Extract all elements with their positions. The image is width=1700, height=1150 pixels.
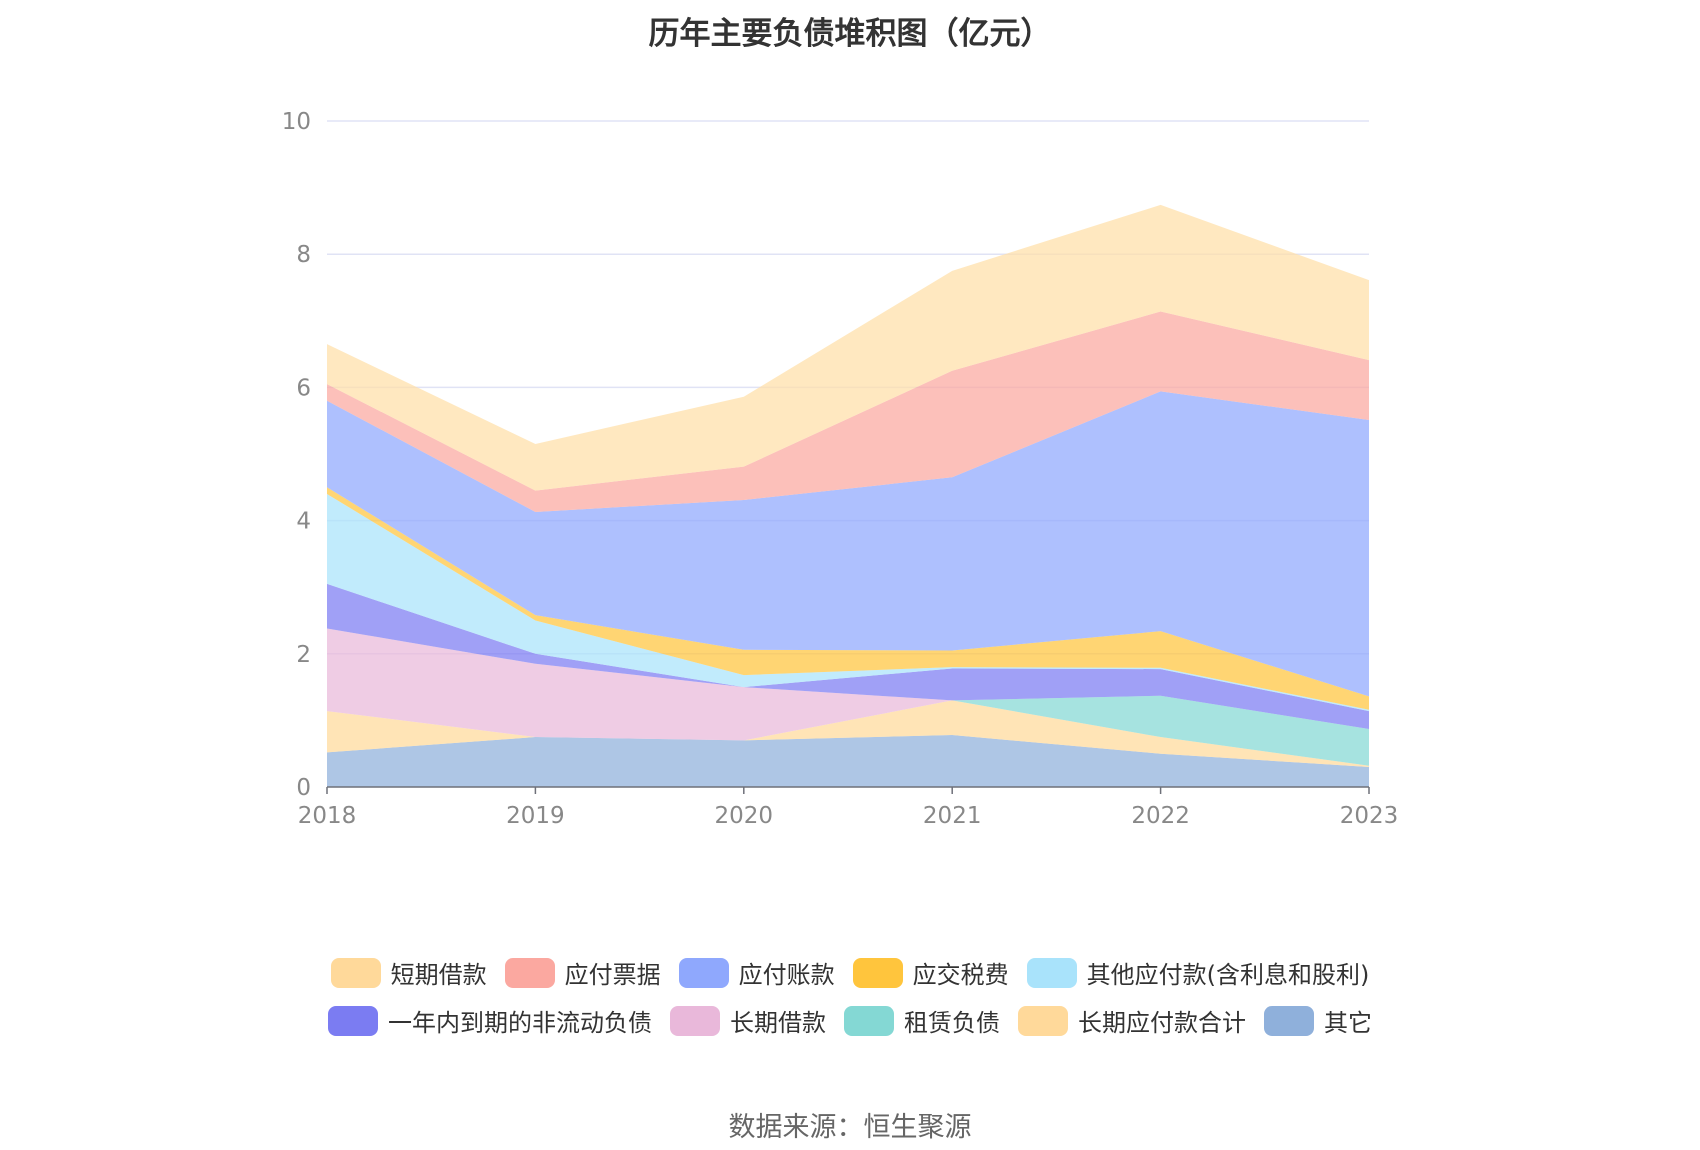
x-tick-label: 2023: [1340, 803, 1399, 829]
legend-label: 租赁负债: [904, 1009, 1000, 1037]
area-series-应交税费: [327, 487, 1369, 710]
legend-swatch: [330, 957, 381, 988]
legend-item[interactable]: 其他应付款(含利息和股利): [1026, 955, 1370, 990]
y-tick-label: 2: [296, 642, 311, 668]
legend-swatch: [504, 957, 555, 988]
x-axis: [326, 786, 1370, 794]
legend-item[interactable]: 应交税费: [852, 955, 1009, 990]
x-tick-label: 2019: [506, 803, 565, 829]
legend-swatch: [1264, 1005, 1314, 1036]
legend-label: 长期应付款合计: [1078, 1009, 1246, 1037]
legend-item[interactable]: 应付票据: [504, 955, 661, 990]
y-tick-label: 6: [296, 375, 311, 401]
legend-swatch: [678, 957, 729, 988]
legend-label: 应付账款: [738, 961, 835, 989]
legend-item[interactable]: 其它: [1264, 1003, 1372, 1038]
y-tick-label: 8: [296, 242, 311, 268]
x-tick-label: 2020: [715, 803, 774, 829]
legend-swatch: [852, 957, 903, 988]
area-series-短期借款: [327, 204, 1369, 491]
legend-swatch: [1018, 1005, 1068, 1036]
legend-swatch: [328, 1005, 378, 1036]
y-tick-label: 4: [296, 509, 311, 535]
legend-item[interactable]: 应付账款: [678, 955, 835, 990]
y-tick-label: 10: [282, 109, 311, 135]
area-series-其它: [327, 735, 1369, 787]
legend-label: 短期借款: [390, 961, 487, 989]
legend-label: 其他应付款(含利息和股利): [1086, 961, 1370, 989]
legend-row-1: 短期借款 应付票据 应付账款 应交税费 其他应付款(含利息和股利): [0, 955, 1700, 990]
y-tick-label: 0: [296, 775, 311, 801]
legend-label: 应交税费: [912, 961, 1009, 989]
area-series-应付票据: [327, 311, 1369, 512]
area-series-长期应付款合计: [327, 700, 1369, 768]
legend-item[interactable]: 短期借款: [330, 955, 487, 990]
area-series-租赁负债: [327, 695, 1369, 766]
axis-tick-labels: 0 2 4 6 8 10 2018 2019 2020 2021 2022 2023: [282, 109, 1399, 829]
area-series-group: [327, 204, 1369, 787]
legend-label: 应付票据: [564, 961, 661, 989]
legend-label: 长期借款: [730, 1009, 826, 1037]
legend-label: 其它: [1324, 1009, 1372, 1037]
area-series-一年内到期的非流动负债: [327, 583, 1369, 730]
x-tick-label: 2018: [298, 803, 357, 829]
legend-item[interactable]: 长期借款: [670, 1003, 826, 1038]
x-tick-label: 2021: [923, 803, 982, 829]
legend-swatch: [1026, 957, 1077, 988]
chart-title: 历年主要负债堆积图（亿元）: [648, 16, 1052, 52]
legend-item[interactable]: 长期应付款合计: [1018, 1003, 1246, 1038]
legend-swatch: [670, 1005, 720, 1036]
legend-item[interactable]: 一年内到期的非流动负债: [328, 1003, 652, 1038]
area-series-其他应付款(含利息和股利): [327, 493, 1369, 712]
legend-label: 一年内到期的非流动负债: [388, 1009, 652, 1037]
legend-item[interactable]: 租赁负债: [844, 1003, 1000, 1038]
stacked-area-chart: 0 2 4 6 8 10 2018 2019 2020 2021 2022 2023: [282, 109, 1399, 829]
data-source-note: 数据来源：恒生聚源: [728, 1112, 972, 1143]
x-tick-label: 2022: [1131, 803, 1190, 829]
legend-row-2: 一年内到期的非流动负债 长期借款 租赁负债 长期应付款合计 其它: [0, 1003, 1700, 1038]
legend-swatch: [844, 1005, 894, 1036]
area-series-长期借款: [327, 628, 1369, 741]
area-series-应付账款: [327, 391, 1369, 697]
